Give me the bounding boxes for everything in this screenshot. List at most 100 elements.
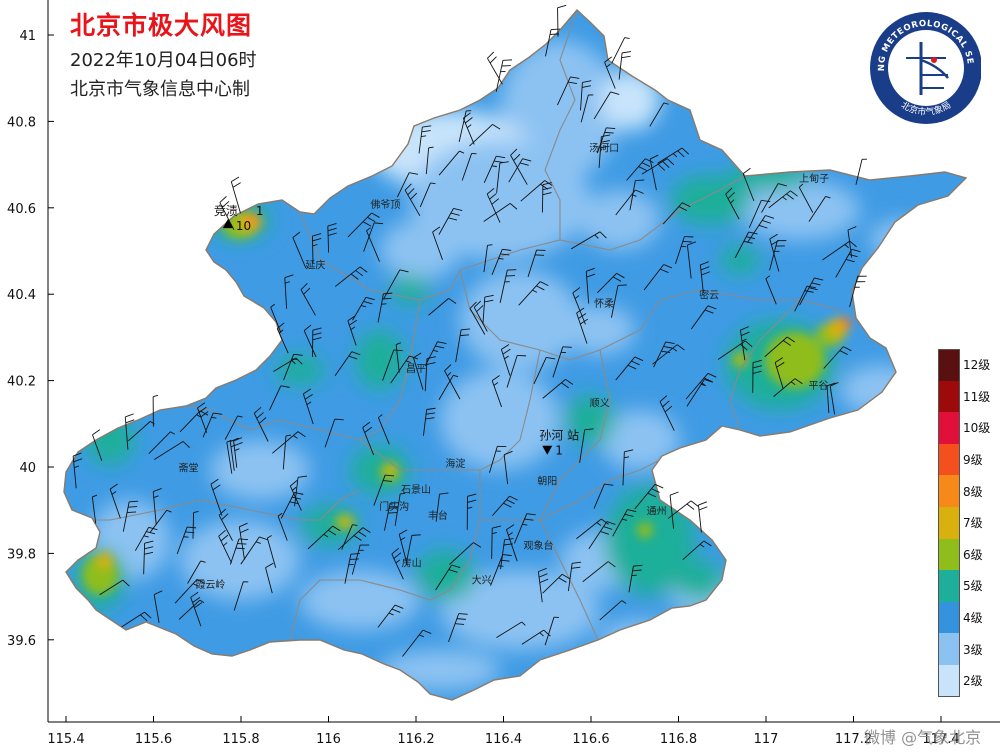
- wind-barb: [598, 134, 611, 168]
- wind-barb: [506, 524, 518, 562]
- wind-barb: [218, 508, 233, 541]
- wind-barb: [373, 474, 395, 506]
- wind-barb: [219, 196, 235, 230]
- wind-barb: [482, 294, 494, 325]
- wind-barb: [202, 412, 223, 438]
- legend-label: 2级: [963, 674, 983, 689]
- wind-barb: [491, 525, 502, 559]
- place-label: 大兴: [472, 574, 492, 587]
- wind-barb: [596, 272, 625, 294]
- place-label: 通州: [647, 506, 667, 518]
- wind-level-areas: [75, 40, 930, 690]
- wind-barb: [610, 284, 627, 318]
- wind-barb: [622, 449, 634, 486]
- wind-barb: [229, 437, 239, 471]
- wind-barb: [335, 266, 368, 287]
- wind-barb: [273, 357, 303, 372]
- wind-barb: [585, 267, 596, 304]
- place-label: 霞云岭: [195, 578, 225, 591]
- place-label: 怀柔: [594, 298, 614, 310]
- wind-barb: [486, 187, 501, 223]
- wind-barb: [545, 28, 561, 57]
- wind-barb: [337, 527, 371, 550]
- station-extra: 1: [256, 204, 264, 218]
- wind-barb: [752, 359, 762, 393]
- wind-barb: [567, 561, 582, 592]
- wind-barb: [653, 341, 675, 368]
- wind-barb: [628, 564, 643, 593]
- legend-swatch: [938, 601, 960, 634]
- wind-barb: [419, 182, 436, 208]
- lon-tick-label: 116.4: [485, 732, 522, 747]
- wind-barb: [179, 410, 209, 433]
- wind-barb: [402, 629, 432, 657]
- wind-barb: [176, 526, 197, 555]
- wind-barb: [739, 326, 750, 361]
- legend-label: 11级: [963, 389, 991, 404]
- wind-barb: [491, 375, 502, 408]
- wind-barb: [226, 439, 233, 474]
- wind-barb: [435, 492, 449, 522]
- wind-barb: [557, 76, 580, 106]
- wind-barb: [634, 483, 664, 510]
- wind-barb: [527, 249, 546, 277]
- legend-swatch: [938, 443, 960, 476]
- wind-barb: [794, 285, 816, 312]
- wind-barb: [615, 189, 644, 216]
- lon-tick-label: 116: [316, 732, 341, 747]
- wind-barb: [363, 222, 384, 252]
- wind-barb: [362, 421, 375, 456]
- wind-barb: [487, 51, 503, 85]
- wind-barb: [455, 328, 471, 363]
- wind-barb: [174, 578, 206, 604]
- legend-item: 6级: [938, 538, 996, 571]
- place-label: 平谷: [809, 380, 829, 392]
- wind-barb: [649, 154, 659, 191]
- wind-barb: [552, 346, 572, 378]
- wind-barb: [483, 244, 493, 273]
- wind-barb: [576, 518, 609, 540]
- wind-barb: [152, 394, 159, 427]
- legend-item: 2级: [938, 664, 996, 697]
- wind-barb: [572, 287, 586, 325]
- wind-barb: [823, 346, 852, 369]
- legend-item: 9级: [938, 443, 996, 476]
- wind-barb: [489, 445, 507, 473]
- wind-barb: [302, 388, 314, 425]
- legend-item: 8级: [938, 475, 996, 507]
- wind-barb: [596, 127, 616, 154]
- wind-barb: [269, 385, 290, 411]
- wind-barb: [682, 540, 712, 561]
- legend-label: 5级: [963, 579, 983, 594]
- wind-barb: [307, 525, 341, 550]
- wind-barb: [615, 356, 644, 381]
- legend-item: 12级: [938, 349, 996, 381]
- wind-barb: [510, 148, 528, 185]
- legend-item: 11级: [938, 380, 996, 413]
- wind-barb: [276, 322, 289, 354]
- wind-barb: [300, 283, 316, 316]
- wind-barb: [324, 418, 344, 448]
- wind-barb: [542, 378, 574, 399]
- wind-barb: [626, 158, 654, 181]
- wind-barb: [294, 475, 308, 507]
- wind-barb: [121, 611, 152, 628]
- wind-barb: [669, 491, 679, 529]
- legend-label: 12级: [963, 358, 991, 373]
- wind-barb: [769, 240, 787, 271]
- wind-barb: [518, 281, 549, 306]
- place-label: 丰台: [428, 509, 448, 522]
- longitude-axis: 115.4 115.6 115.8 116 116.2 116.4 116.6 116.8 11…: [47, 716, 960, 747]
- wind-barb: [765, 275, 777, 305]
- lat-tick-label: 40.4: [7, 288, 36, 303]
- wind-barb: [483, 155, 506, 184]
- date-line: 2022年10月04日06时: [70, 50, 257, 71]
- wind-barb: [761, 183, 787, 213]
- wind-barb: [347, 212, 380, 238]
- wind-barb: [697, 501, 708, 533]
- wind-barb: [394, 492, 406, 526]
- wind-barb: [473, 300, 488, 332]
- legend-swatch: [938, 664, 960, 697]
- wind-barb: [190, 591, 203, 627]
